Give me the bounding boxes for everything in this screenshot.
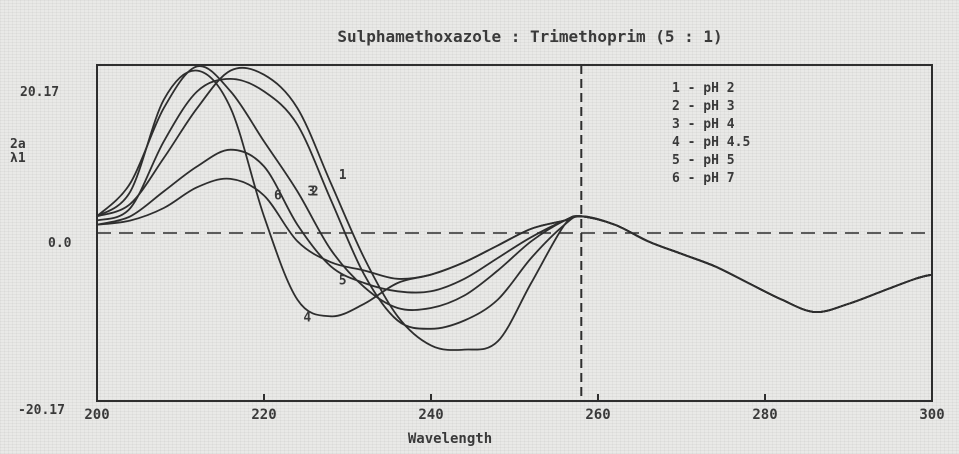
legend-entry-6: 6 - pH 7	[672, 171, 735, 186]
curve-marker-5: 5	[339, 273, 347, 288]
legend-entry-3: 3 - pH 4	[672, 117, 735, 132]
series-line-3	[96, 65, 933, 314]
series-line-2	[96, 77, 933, 330]
x-ticks: 200 220 240 260 280 300	[84, 394, 945, 423]
x-tick-label-240: 240	[418, 407, 443, 423]
curve-marker-3: 3	[307, 184, 315, 199]
curve-marker-4: 4	[303, 311, 311, 326]
y-tick-label-bottom: -20.17	[18, 403, 65, 418]
y-tick-label-top: 20.17	[20, 85, 59, 100]
x-tick-label-280: 280	[752, 407, 777, 423]
series-line-6	[96, 177, 933, 314]
curve-marker-2: 2	[311, 185, 319, 200]
series-line-1	[96, 66, 933, 351]
x-tick-label-220: 220	[251, 407, 276, 423]
chart-title: Sulphamethoxazole : Trimethoprim (5 : 1)	[337, 27, 722, 46]
legend-entry-5: 5 - pH 5	[672, 153, 735, 168]
y-tick-label-zero: 0.0	[48, 236, 72, 251]
x-tick-label-300: 300	[919, 407, 944, 423]
legend-entry-4: 4 - pH 4.5	[672, 135, 750, 150]
legend-entry-2: 2 - pH 3	[672, 99, 735, 114]
legend-entry-1: 1 - pH 2	[672, 81, 735, 96]
axis-labels: 20.17 2a λ1 0.0 -20.17 Wavelength	[10, 85, 492, 447]
series-line-5	[96, 148, 933, 314]
curve-marker-6: 6	[274, 189, 282, 204]
x-tick-label-260: 260	[585, 407, 610, 423]
legend: 1 - pH 2 2 - pH 3 3 - pH 4 4 - pH 4.5 5 - pH…	[672, 81, 750, 186]
curve-marker-1: 1	[339, 168, 347, 183]
x-tick-label-200: 200	[84, 407, 109, 423]
x-axis-label: Wavelength	[408, 431, 492, 447]
spectra-curves	[96, 65, 933, 351]
guide-lines	[97, 65, 932, 401]
y-side-label-2: λ1	[10, 151, 26, 166]
y-side-label-1: 2a	[10, 137, 26, 152]
